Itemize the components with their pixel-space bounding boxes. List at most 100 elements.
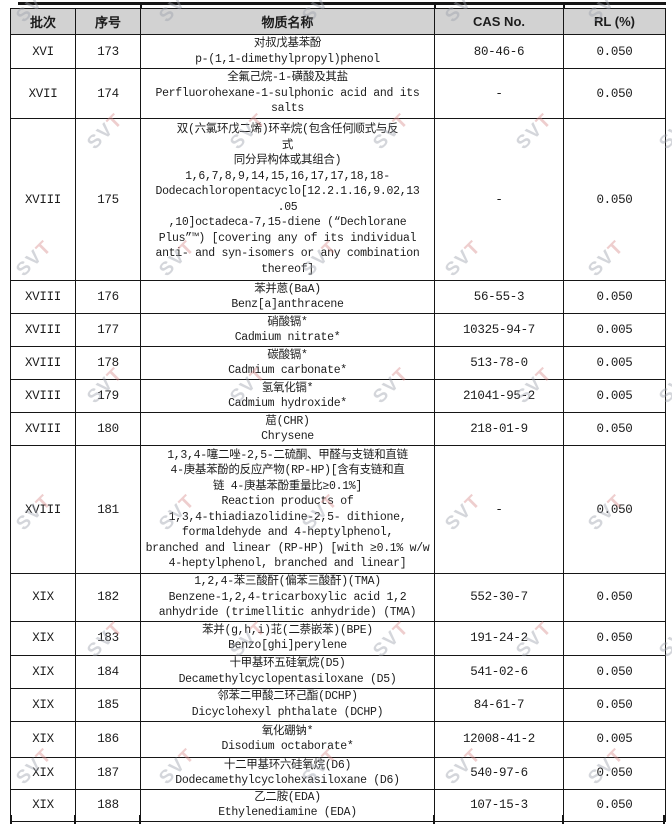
table-row: XVIII 180 䓛(CHR) Chrysene 218-01-9 0.050 — [10, 412, 666, 446]
substance-name-cell: 双(六氯环戊二烯)环辛烷(包含任何顺式与反 式 同分异构体或其组合) 1,6,7… — [140, 118, 435, 281]
substance-name-cell: 十甲基环五硅氧烷(D5) Decamethylcyclopentasiloxan… — [140, 654, 435, 689]
substance-name-cell: 乙二胺(EDA) Ethylenediamine (EDA) — [140, 788, 435, 822]
substance-name-cell: 十二甲基环六硅氧烷(D6) Dodecamethylcyclohexasilox… — [140, 756, 435, 790]
rl-cell: 0.050 — [563, 445, 666, 574]
col-header-serial: 序号 — [75, 8, 141, 35]
table-row: XIX 182 1,2,4-苯三酸酐(偏苯三酸酐)(TMA) Benzene-1… — [10, 573, 666, 622]
rl-cell: 0.050 — [563, 687, 666, 722]
previous-table-bottom-border — [18, 2, 666, 5]
rl-cell: 0.050 — [563, 573, 666, 622]
table-row: XVIII 179 氢氧化镉* Cadmium hydroxide* 21041… — [10, 379, 666, 413]
cas-cell: - — [434, 445, 564, 574]
table-row: XVIII 175 双(六氯环戊二烯)环辛烷(包含任何顺式与反 式 同分异构体或… — [10, 118, 666, 281]
serial-cell: 180 — [75, 412, 141, 446]
table-row: XIX 185 邻苯二甲酸二环己酯(DCHP) Dicyclohexyl pht… — [10, 687, 666, 722]
batch-cell: XIX — [10, 654, 76, 689]
cas-cell: 191-24-2 — [434, 620, 564, 656]
cas-cell: 513-78-0 — [434, 346, 564, 380]
rl-cell: 0.050 — [563, 34, 666, 69]
table-row: XIX 186 氧化硼钠* Disodium octaborate* 12008… — [10, 720, 666, 758]
batch-cell: XIX — [10, 788, 76, 822]
batch-cell: XVIII — [10, 280, 76, 314]
rl-cell: 0.050 — [563, 756, 666, 790]
serial-cell: 173 — [75, 34, 141, 69]
cas-cell: 56-55-3 — [434, 280, 564, 314]
previous-table-column-stub — [140, 3, 142, 9]
table-row: XVIII 177 硝酸镉* Cadmium nitrate* 10325-94… — [10, 313, 666, 347]
substance-name-cell: 对叔戊基苯酚 p-(1,1-dimethylpropyl)phenol — [140, 34, 435, 69]
cas-cell: 540-97-6 — [434, 756, 564, 790]
substance-name-cell: 苯并(g,h,i)苝(二萘嵌苯)(BPE) Benzo[ghi]perylene — [140, 620, 435, 656]
substance-name-cell: 全氟己烷-1-磺酸及其盐 Perfluorohexane-1-sulphonic… — [140, 68, 435, 119]
serial-cell: 175 — [75, 118, 141, 281]
table-row: XVIII 178 碳酸镉* Cadmium carbonate* 513-78… — [10, 346, 666, 380]
cas-cell: 80-46-6 — [434, 34, 564, 69]
table-row: XVII 174 全氟己烷-1-磺酸及其盐 Perfluorohexane-1-… — [10, 68, 666, 119]
rl-cell: 0.005 — [563, 720, 666, 758]
serial-cell: 182 — [75, 573, 141, 622]
substance-name-cell: 1,3,4-噻二唑-2,5-二硫酮、甲醛与支链和直链 4-庚基苯酚的反应产物(R… — [140, 445, 435, 574]
rl-cell: 0.050 — [563, 68, 666, 119]
substance-table: 批次 序号 物质名称 CAS No. RL (%) XVI 173 对叔戊基苯酚… — [10, 8, 666, 822]
rl-cell: 0.005 — [563, 379, 666, 413]
batch-cell: XVI — [10, 34, 76, 69]
serial-cell: 176 — [75, 280, 141, 314]
serial-cell: 187 — [75, 756, 141, 790]
table-row: XIX 188 乙二胺(EDA) Ethylenediamine (EDA) 1… — [10, 788, 666, 822]
batch-cell: XVIII — [10, 412, 76, 446]
table-row: XIX 183 苯并(g,h,i)苝(二萘嵌苯)(BPE) Benzo[ghi]… — [10, 620, 666, 656]
previous-table-column-stub — [434, 3, 436, 9]
batch-cell: XVIII — [10, 118, 76, 281]
col-header-rl: RL (%) — [563, 8, 666, 35]
table-row: XVIII 176 苯并蒽(BaA) Benz[a]anthracene 56-… — [10, 280, 666, 314]
substance-name-cell: 1,2,4-苯三酸酐(偏苯三酸酐)(TMA) Benzene-1,2,4-tri… — [140, 573, 435, 622]
serial-cell: 177 — [75, 313, 141, 347]
batch-cell: XIX — [10, 620, 76, 656]
previous-table-column-stub — [563, 3, 565, 9]
substance-name-cell: 氧化硼钠* Disodium octaborate* — [140, 720, 435, 758]
rl-cell: 0.050 — [563, 412, 666, 446]
substance-name-cell: 碳酸镉* Cadmium carbonate* — [140, 346, 435, 380]
serial-cell: 179 — [75, 379, 141, 413]
substance-name-cell: 邻苯二甲酸二环己酯(DCHP) Dicyclohexyl phthalate (… — [140, 687, 435, 722]
cas-cell: 84-61-7 — [434, 687, 564, 722]
substance-name-cell: 硝酸镉* Cadmium nitrate* — [140, 313, 435, 347]
table-row: XIX 184 十甲基环五硅氧烷(D5) Decamethylcyclopent… — [10, 654, 666, 689]
substance-name-cell: 䓛(CHR) Chrysene — [140, 412, 435, 446]
cas-cell: - — [434, 68, 564, 119]
rl-cell: 0.050 — [563, 118, 666, 281]
batch-cell: XIX — [10, 573, 76, 622]
batch-cell: XVIII — [10, 346, 76, 380]
rl-cell: 0.005 — [563, 313, 666, 347]
rl-cell: 0.050 — [563, 788, 666, 822]
rl-cell: 0.005 — [563, 346, 666, 380]
batch-cell: XVIII — [10, 313, 76, 347]
cas-cell: 107-15-3 — [434, 788, 564, 822]
batch-cell: XIX — [10, 756, 76, 790]
substance-name-cell: 苯并蒽(BaA) Benz[a]anthracene — [140, 280, 435, 314]
batch-cell: XVIII — [10, 379, 76, 413]
serial-cell: 183 — [75, 620, 141, 656]
cas-cell: 218-01-9 — [434, 412, 564, 446]
cas-cell: 541-02-6 — [434, 654, 564, 689]
rl-cell: 0.050 — [563, 280, 666, 314]
serial-cell: 188 — [75, 788, 141, 822]
table-header-row: 批次 序号 物质名称 CAS No. RL (%) — [10, 8, 666, 35]
col-header-cas-no: CAS No. — [434, 8, 564, 35]
cas-cell: 552-30-7 — [434, 573, 564, 622]
batch-cell: XVIII — [10, 445, 76, 574]
table-row: XIX 187 十二甲基环六硅氧烷(D6) Dodecamethylcycloh… — [10, 756, 666, 790]
batch-cell: XIX — [10, 720, 76, 758]
substance-name-cell: 氢氧化镉* Cadmium hydroxide* — [140, 379, 435, 413]
col-header-substance-name: 物质名称 — [140, 8, 435, 35]
serial-cell: 186 — [75, 720, 141, 758]
batch-cell: XIX — [10, 687, 76, 722]
cas-cell: 12008-41-2 — [434, 720, 564, 758]
batch-cell: XVII — [10, 68, 76, 119]
serial-cell: 178 — [75, 346, 141, 380]
cas-cell: 10325-94-7 — [434, 313, 564, 347]
table-row: XVIII 181 1,3,4-噻二唑-2,5-二硫酮、甲醛与支链和直链 4-庚… — [10, 445, 666, 574]
serial-cell: 185 — [75, 687, 141, 722]
rl-cell: 0.050 — [563, 654, 666, 689]
rl-cell: 0.050 — [563, 620, 666, 656]
